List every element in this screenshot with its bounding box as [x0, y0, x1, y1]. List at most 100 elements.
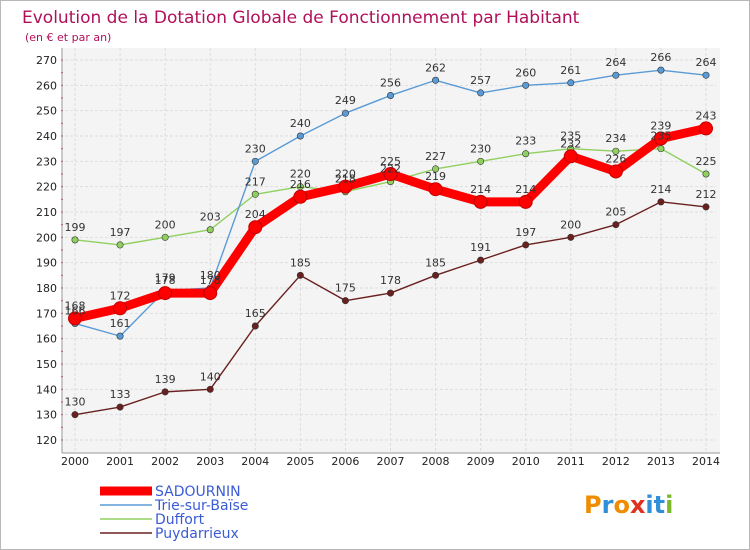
x-tick-label: 2006 — [331, 455, 359, 468]
data-point — [432, 271, 440, 279]
data-label: 260 — [515, 66, 536, 79]
data-point — [383, 167, 398, 181]
data-label: 235 — [650, 130, 671, 143]
data-point — [206, 226, 214, 234]
y-tick-label: 240 — [36, 130, 57, 143]
logo-letter: o — [613, 491, 630, 519]
data-point — [657, 66, 665, 74]
logo-letter: P — [584, 491, 602, 519]
data-label: 172 — [110, 289, 131, 302]
data-label: 217 — [245, 175, 266, 188]
data-label: 222 — [380, 163, 401, 176]
legend-label: Trie-sur-Baïse — [154, 498, 248, 514]
data-point — [251, 190, 259, 198]
x-tick-label: 2013 — [647, 455, 675, 468]
x-tick-label: 2002 — [151, 455, 179, 468]
data-point — [522, 81, 530, 89]
y-tick-label: 210 — [36, 206, 57, 219]
logo-letter: t — [654, 491, 665, 519]
data-label: 240 — [290, 117, 311, 130]
data-label: 235 — [560, 130, 581, 143]
data-label: 264 — [605, 56, 626, 69]
data-point — [432, 165, 440, 173]
x-tick-label: 2001 — [106, 455, 134, 468]
data-point — [432, 76, 440, 84]
data-label: 178 — [380, 274, 401, 287]
data-point — [341, 297, 349, 305]
y-tick-label: 120 — [36, 434, 57, 447]
data-label: 212 — [696, 188, 717, 201]
data-label: 256 — [380, 76, 401, 89]
y-tick-label: 260 — [36, 79, 57, 92]
data-label: 264 — [696, 56, 717, 69]
x-tick-label: 2014 — [692, 455, 720, 468]
data-label: 165 — [245, 307, 266, 320]
chart-subtitle: (en € et par an) — [25, 31, 111, 44]
data-label: 140 — [200, 370, 221, 383]
data-label: 225 — [380, 155, 401, 168]
data-label: 185 — [290, 256, 311, 269]
data-point — [71, 411, 79, 419]
data-point — [116, 332, 124, 340]
data-point — [203, 286, 218, 301]
y-tick-label: 150 — [36, 358, 57, 371]
legend: SADOURNINTrie-sur-BaïseDuffortPuydarrieu… — [100, 484, 248, 542]
data-label: 219 — [425, 170, 446, 183]
data-point — [567, 79, 575, 87]
data-point — [612, 71, 620, 79]
data-label: 191 — [470, 241, 491, 254]
data-point — [657, 145, 665, 153]
data-label: 262 — [425, 61, 446, 74]
data-point — [113, 301, 128, 316]
x-tick-label: 2010 — [512, 455, 540, 468]
legend-label: Duffort — [155, 512, 205, 528]
x-tick-label: 2007 — [377, 455, 405, 468]
data-point — [477, 157, 485, 165]
y-tick-label: 230 — [36, 155, 57, 168]
y-tick-label: 250 — [36, 105, 57, 118]
data-label: 243 — [696, 109, 717, 122]
y-tick-label: 140 — [36, 383, 57, 396]
data-label: 232 — [560, 137, 581, 150]
data-label: 227 — [425, 150, 446, 163]
data-point — [653, 131, 668, 146]
data-point — [386, 289, 394, 297]
data-label: 133 — [110, 388, 131, 401]
data-point — [116, 403, 124, 411]
data-label: 214 — [470, 183, 491, 196]
data-point — [296, 271, 304, 279]
data-label: 179 — [155, 272, 176, 285]
data-label: 257 — [470, 74, 491, 87]
data-point — [702, 170, 710, 178]
y-tick-label: 270 — [36, 54, 57, 67]
data-label: 168 — [65, 299, 86, 312]
data-label: 249 — [335, 94, 356, 107]
x-tick-label: 2005 — [286, 455, 314, 468]
data-label: 185 — [425, 256, 446, 269]
data-point — [248, 220, 263, 235]
data-point — [567, 233, 575, 241]
data-label: 197 — [110, 226, 131, 239]
data-point — [251, 157, 259, 165]
data-label: 230 — [470, 142, 491, 155]
logo-letter: r — [602, 491, 614, 519]
data-point — [158, 286, 173, 301]
data-point — [68, 311, 82, 326]
proxiti-logo: Proxiti — [584, 491, 673, 519]
x-tick-label: 2004 — [241, 455, 269, 468]
x-tick-label: 2012 — [602, 455, 630, 468]
data-label: 197 — [515, 226, 536, 239]
x-tick-label: 2003 — [196, 455, 224, 468]
plot-area: 120 130 140 150 160 170 180 190 200 210 220 230 240 2… — [36, 48, 720, 468]
data-label: 225 — [696, 155, 717, 168]
x-tick-label: 2009 — [467, 455, 495, 468]
data-point — [71, 236, 79, 244]
data-point — [251, 322, 259, 330]
y-tick-label: 190 — [36, 257, 57, 270]
data-point — [341, 109, 349, 117]
data-point — [161, 233, 169, 241]
data-point — [612, 147, 620, 155]
data-point — [518, 194, 533, 209]
data-label: 239 — [650, 120, 671, 133]
data-point — [702, 203, 710, 211]
